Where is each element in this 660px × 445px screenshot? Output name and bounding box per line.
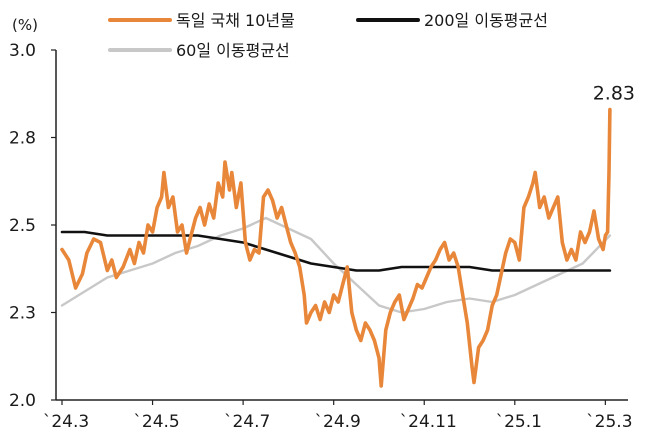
y-axis-unit-label: (%) bbox=[12, 16, 38, 34]
axes bbox=[55, 50, 628, 401]
x-tick-label: `24.5 bbox=[133, 412, 179, 432]
legend-label-0: 독일 국채 10년물 bbox=[176, 11, 295, 30]
series-lines bbox=[60, 107, 612, 388]
x-tick-label: `24.11 bbox=[400, 412, 457, 432]
y-ticks: 3.0 2.8 2.5 2.3 2.0 bbox=[9, 41, 56, 411]
series-line-0 bbox=[60, 107, 612, 388]
y-tick-label: 2.3 bbox=[9, 304, 36, 324]
last-value-annotation: 2.83 bbox=[593, 83, 635, 105]
legend-label-1: 200일 이동평균선 bbox=[424, 11, 548, 30]
series-line-2 bbox=[60, 216, 612, 314]
x-tick-label: `24.3 bbox=[43, 412, 89, 432]
x-ticks: `24.3 `24.5 `24.7 `24.9 `24.11 `25.1 `25.3 bbox=[43, 400, 633, 432]
legend: 독일 국채 10년물 200일 이동평균선 60일 이동평균선 bbox=[108, 11, 548, 60]
series-line-1 bbox=[60, 230, 612, 272]
x-tick-label: `25.1 bbox=[496, 412, 542, 432]
y-tick-label: 2.5 bbox=[9, 216, 36, 236]
legend-label-2: 60일 이동평균선 bbox=[176, 41, 290, 60]
y-tick-label: 2.8 bbox=[9, 129, 36, 149]
x-tick-label: `24.9 bbox=[315, 412, 361, 432]
x-tick-label: `24.7 bbox=[224, 412, 270, 432]
x-tick-label: `25.3 bbox=[586, 412, 632, 432]
y-tick-label: 3.0 bbox=[9, 41, 36, 61]
y-tick-label: 2.0 bbox=[9, 391, 36, 411]
